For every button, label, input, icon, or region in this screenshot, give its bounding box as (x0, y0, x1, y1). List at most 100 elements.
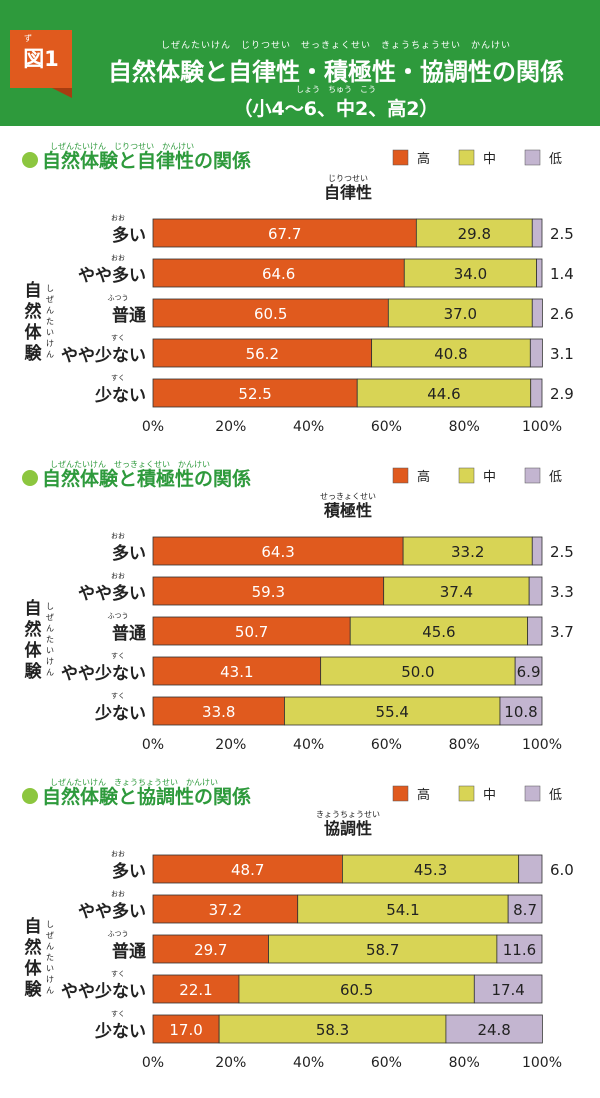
chart-1-legend-swatch-1 (392, 149, 409, 166)
chart-3-title-bullet (22, 788, 38, 804)
chart-1-bar-2-5 (356, 378, 532, 408)
chart-2-value-label-3-5: 10.8 (504, 703, 537, 721)
chart-2-x-tick-1: 0% (142, 737, 164, 753)
chart-3-legend-swatch-1 (392, 785, 409, 802)
figure-title-ruby: しぜんたいけん じりつせい せっきょくせい きょうちょうせい かんけい (160, 41, 512, 51)
chart-3-value-label-2-3: 58.7 (366, 941, 399, 959)
chart-1-category-label-4: やや少ない (61, 346, 146, 366)
chart-3-category-label-5: 少ない (94, 1022, 146, 1042)
chart-1-category-ruby-4: すく (111, 334, 125, 342)
chart-3-bar-2-3 (268, 934, 498, 964)
chart-2-value-label-3-2: 3.3 (550, 583, 574, 601)
chart-1-value-label-2-2: 34.0 (454, 265, 487, 283)
chart-1-bar-2-4 (371, 338, 531, 368)
chart-2-x-tick-6: 100% (522, 737, 562, 753)
chart-3-legend-label-1: 高 (417, 787, 430, 803)
chart-3-x-tick-5: 80% (449, 1055, 480, 1071)
chart-3-bar-1-3 (152, 934, 269, 964)
chart-1-value-label-3-3: 2.6 (550, 305, 574, 323)
chart-1-ylabel-char-2: 然 (25, 301, 42, 322)
chart-1-value-label-2-5: 44.6 (427, 385, 460, 403)
chart-1-category-ruby-3: ふつう (108, 294, 129, 302)
chart-3-category-ruby-4: すく (111, 970, 125, 978)
chart-2-category-label-2: やや多い (78, 583, 146, 604)
chart-3-ylabel-char-2: 然 (25, 937, 42, 958)
chart-1-bar-3-1 (531, 218, 543, 248)
chart-2-category-label-1: 多い (112, 543, 146, 564)
chart-3-value-label-1-4: 22.1 (179, 981, 212, 999)
chart-1-legend-swatch-2 (458, 149, 475, 166)
chart-2-category-ruby-5: すく (111, 692, 125, 700)
chart-1-category-ruby-2: おお (111, 254, 125, 262)
figure-subtitle: （小4～6、中2、高2） (233, 98, 439, 120)
chart-3-ylabel-ruby-char-4: た (46, 953, 54, 962)
chart-1-x-tick-3: 40% (293, 419, 324, 435)
chart-1-ylabel-ruby-char-7: ん (46, 350, 54, 359)
chart-2-value-label-1-2: 59.3 (252, 583, 285, 601)
chart-1-bar-1-2 (152, 258, 405, 288)
chart-3-category-ruby-1: おお (111, 850, 125, 858)
chart-2-ylabel-char-2: 然 (25, 619, 42, 640)
chart-1-bar-3-2 (536, 258, 543, 288)
chart-3-category-label-3: 普通 (112, 941, 146, 962)
chart-2-category-ruby-3: ふつう (108, 612, 129, 620)
chart-3-measure-label: 協調性 (324, 819, 372, 838)
chart-2-category-ruby-4: すく (111, 652, 125, 660)
chart-3-bar-2-5 (218, 1014, 447, 1044)
chart-1-value-label-2-3: 37.0 (444, 305, 477, 323)
chart-2-ylabel-ruby-char-7: ん (46, 668, 54, 677)
chart-2-bar-2-4 (320, 656, 516, 686)
chart-1-ylabel-ruby-char-6: け (46, 339, 54, 348)
chart-3-bar-2-2 (297, 894, 509, 924)
chart-2-title: 自然体験と積極性の関係 (42, 467, 251, 490)
chart-3-ylabel-ruby-char-6: け (46, 975, 54, 984)
chart-2-ylabel-char-4: 験 (25, 661, 43, 682)
chart-1-value-label-3-4: 3.1 (550, 345, 574, 363)
chart-2-ylabel-ruby-char-1: し (46, 602, 54, 611)
chart-1-bar-3-5 (530, 378, 543, 408)
chart-2-measure-label: 積極性 (323, 501, 372, 520)
chart-1-x-tick-1: 0% (142, 419, 164, 435)
chart-3-title-ruby: しぜんたいけん きょうちょうせい かんけい (50, 778, 218, 787)
chart-2-title-bullet (22, 470, 38, 486)
chart-2-value-label-1-3: 50.7 (235, 623, 268, 641)
chart-3-x-tick-1: 0% (142, 1055, 164, 1071)
chart-3-value-label-3-3: 11.6 (503, 941, 536, 959)
chart-1-category-label-5: 少ない (94, 386, 146, 406)
chart-2-bar-2-2 (383, 576, 530, 606)
chart-3-ylabel-ruby-char-3: ん (46, 942, 54, 951)
chart-1-category-label-1: 多い (112, 225, 146, 246)
chart-2-measure-ruby: せっきょくせい (320, 492, 376, 501)
chart-2-ylabel-ruby-char-6: け (46, 657, 54, 666)
chart-2-value-label-2-2: 37.4 (440, 583, 473, 601)
chart-3-bar-3-3 (496, 934, 543, 964)
chart-2-ylabel-ruby-char-2: ぜ (46, 613, 54, 622)
chart-3-legend-label-2: 中 (483, 788, 496, 803)
chart-1-value-label-3-5: 2.9 (550, 385, 574, 403)
chart-2-legend-label-2: 中 (483, 470, 496, 485)
chart-1-legend-label-3: 低 (549, 152, 562, 167)
chart-1-ylabel-ruby-char-4: た (46, 317, 54, 326)
chart-3-value-label-3-4: 17.4 (491, 981, 524, 999)
chart-3-bar-3-1 (518, 854, 543, 884)
chart-2-x-tick-2: 20% (215, 737, 246, 753)
chart-1-category-ruby-1: おお (111, 214, 125, 222)
chart-2-category-ruby-2: おお (111, 572, 125, 580)
chart-3-bar-2-1 (342, 854, 520, 884)
chart-2-value-label-1-5: 33.8 (202, 703, 235, 721)
chart-3-bar-3-5 (445, 1014, 543, 1044)
chart-1-bar-1-1 (152, 218, 417, 248)
chart-2-bar-2-5 (284, 696, 501, 726)
chart-3-x-tick-6: 100% (522, 1055, 562, 1071)
chart-2-category-label-5: 少ない (94, 704, 146, 724)
chart-3-ylabel-ruby-char-2: ぜ (46, 931, 54, 940)
chart-1-ylabel-ruby-char-5: い (46, 328, 54, 337)
chart-2-value-label-2-1: 33.2 (451, 543, 484, 561)
chart-1-value-label-1-4: 56.2 (246, 345, 279, 363)
figure-badge (10, 30, 72, 88)
chart-1-x-tick-6: 100% (522, 419, 562, 435)
chart-1-value-label-2-4: 40.8 (434, 345, 467, 363)
chart-2-bar-2-1 (402, 536, 533, 566)
chart-2-legend-label-1: 高 (417, 469, 430, 485)
chart-2-value-label-3-3: 3.7 (550, 623, 574, 641)
